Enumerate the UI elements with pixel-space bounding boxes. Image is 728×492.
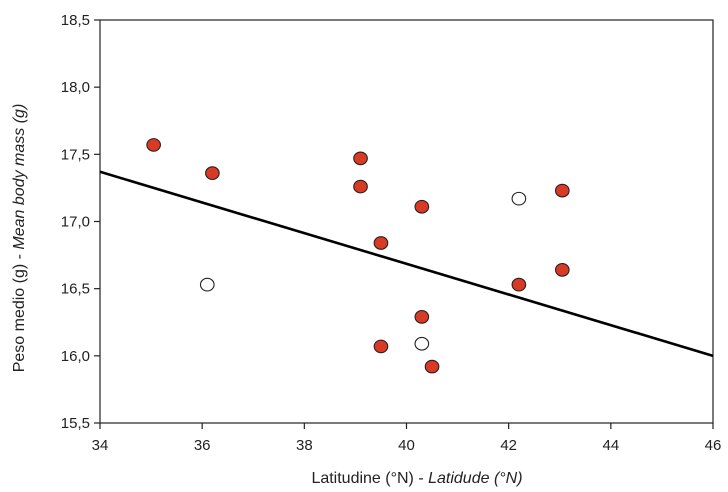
data-point-filled [353,179,368,194]
x-axis-title: Latitudine (°N) - Latidude (°N) [311,470,522,487]
plot-area: 15,5 16,0 16,5 17,0 17,5 18,0 18,5 34 36 38 40 42 4… [61,12,722,454]
plot-frame [99,19,714,424]
x-axis-ticks: 34 36 38 40 42 44 46 [92,423,722,454]
x-tick-label: 40 [398,437,415,454]
data-point-open [199,277,215,292]
data-point-filled [554,263,570,277]
data-point-open [511,191,527,206]
y-axis-title: Peso medio (g) - Mean body mass (g) [11,104,28,373]
x-tick-label: 42 [500,437,517,454]
data-point-filled [414,199,430,214]
data-point-filled [414,310,430,324]
x-axis-title-main: Latitudine (°N) - [311,470,428,487]
x-tick-label: 38 [296,437,313,454]
data-point-filled [353,151,368,166]
data-points [146,138,570,374]
y-axis-title-italic: Mean body mass (g) [11,104,28,250]
data-point-filled [146,138,161,152]
y-axis-title-main: Peso medio (g) - [11,250,28,373]
x-tick-label: 36 [194,437,211,454]
x-tick-label: 46 [705,437,722,454]
x-axis-title-italic: Latidude (°N) [428,470,522,487]
y-axis-ticks: 15,5 16,0 16,5 17,0 17,5 18,0 18,5 [61,12,100,432]
y-tick-label: 15,5 [61,415,90,432]
y-tick-label: 16,5 [61,281,90,298]
data-point-filled [554,183,570,198]
y-tick-label: 17,0 [61,214,90,231]
data-point-open [414,336,430,351]
y-tick-label: 17,5 [61,146,90,163]
data-point-filled [373,236,389,250]
x-tick-label: 34 [92,437,109,454]
x-tick-label: 44 [602,437,619,454]
data-point-filled [424,359,440,374]
y-tick-label: 18,0 [61,79,90,96]
regression-line [99,170,714,358]
data-point-filled [373,339,389,354]
y-tick-label: 18,5 [61,12,90,29]
data-point-filled [511,277,527,292]
y-tick-label: 16,0 [61,348,90,365]
data-point-filled [205,166,220,180]
